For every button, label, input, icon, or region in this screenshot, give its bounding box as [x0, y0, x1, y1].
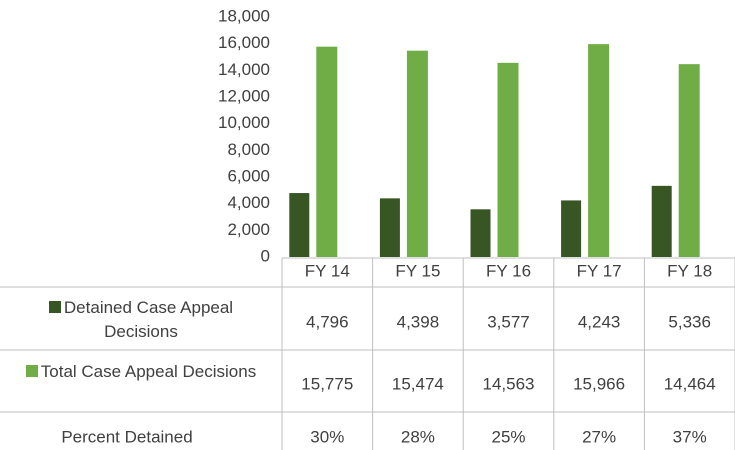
- y-tick-label: 10,000: [218, 113, 270, 132]
- y-tick-label: 0: [261, 246, 270, 265]
- legend-swatch: [48, 301, 61, 313]
- table-value: 5,336: [668, 312, 711, 331]
- legend-label: Detained Case Appeal Decisions: [63, 298, 234, 341]
- y-tick-label: 4,000: [227, 193, 270, 212]
- bar: [678, 64, 700, 257]
- x-tick-label: FY 16: [486, 261, 531, 280]
- x-tick-label: FY 15: [395, 261, 440, 280]
- table-value: 4,243: [578, 312, 621, 331]
- bar: [379, 198, 400, 257]
- table-value: 28%: [401, 427, 435, 446]
- bar: [406, 50, 428, 258]
- legend-label: Total Case Appeal Decisions: [40, 362, 257, 381]
- x-tick-label: FY 18: [667, 261, 712, 280]
- x-tick-label: FY 17: [577, 261, 622, 280]
- x-tick-label: FY 14: [305, 261, 350, 280]
- table-value: 15,966: [573, 374, 625, 393]
- table-value: 15,775: [301, 374, 353, 393]
- table-value: 4,398: [397, 312, 440, 331]
- y-tick-label: 18,000: [218, 6, 270, 25]
- y-tick-label: 2,000: [227, 220, 270, 239]
- legend-swatch: [25, 365, 38, 377]
- legend-entry: Total Case Appeal Decisions: [10, 360, 272, 384]
- table-value: 37%: [673, 427, 707, 446]
- y-tick-label: 12,000: [218, 86, 270, 105]
- y-tick-label: 6,000: [227, 166, 270, 185]
- y-tick-label: 14,000: [218, 60, 270, 79]
- table-value: 27%: [582, 427, 616, 446]
- bar: [588, 44, 610, 258]
- bar: [316, 46, 338, 257]
- bar: [289, 193, 310, 257]
- y-tick-label: 16,000: [218, 33, 270, 52]
- table-value: 30%: [310, 427, 344, 446]
- table-value: 3,577: [487, 312, 530, 331]
- bar: [651, 185, 672, 257]
- table-value: 15,474: [392, 374, 444, 393]
- row-label: Percent Detained: [61, 427, 192, 446]
- table-value: 14,563: [483, 374, 535, 393]
- bar: [470, 209, 491, 257]
- legend-entry: Detained Case Appeal Decisions: [10, 296, 272, 344]
- bar: [497, 62, 519, 258]
- table-value: 25%: [491, 427, 525, 446]
- bar: [561, 200, 582, 257]
- table-value: 4,796: [306, 312, 349, 331]
- y-tick-label: 8,000: [227, 140, 270, 159]
- table-value: 14,464: [664, 374, 716, 393]
